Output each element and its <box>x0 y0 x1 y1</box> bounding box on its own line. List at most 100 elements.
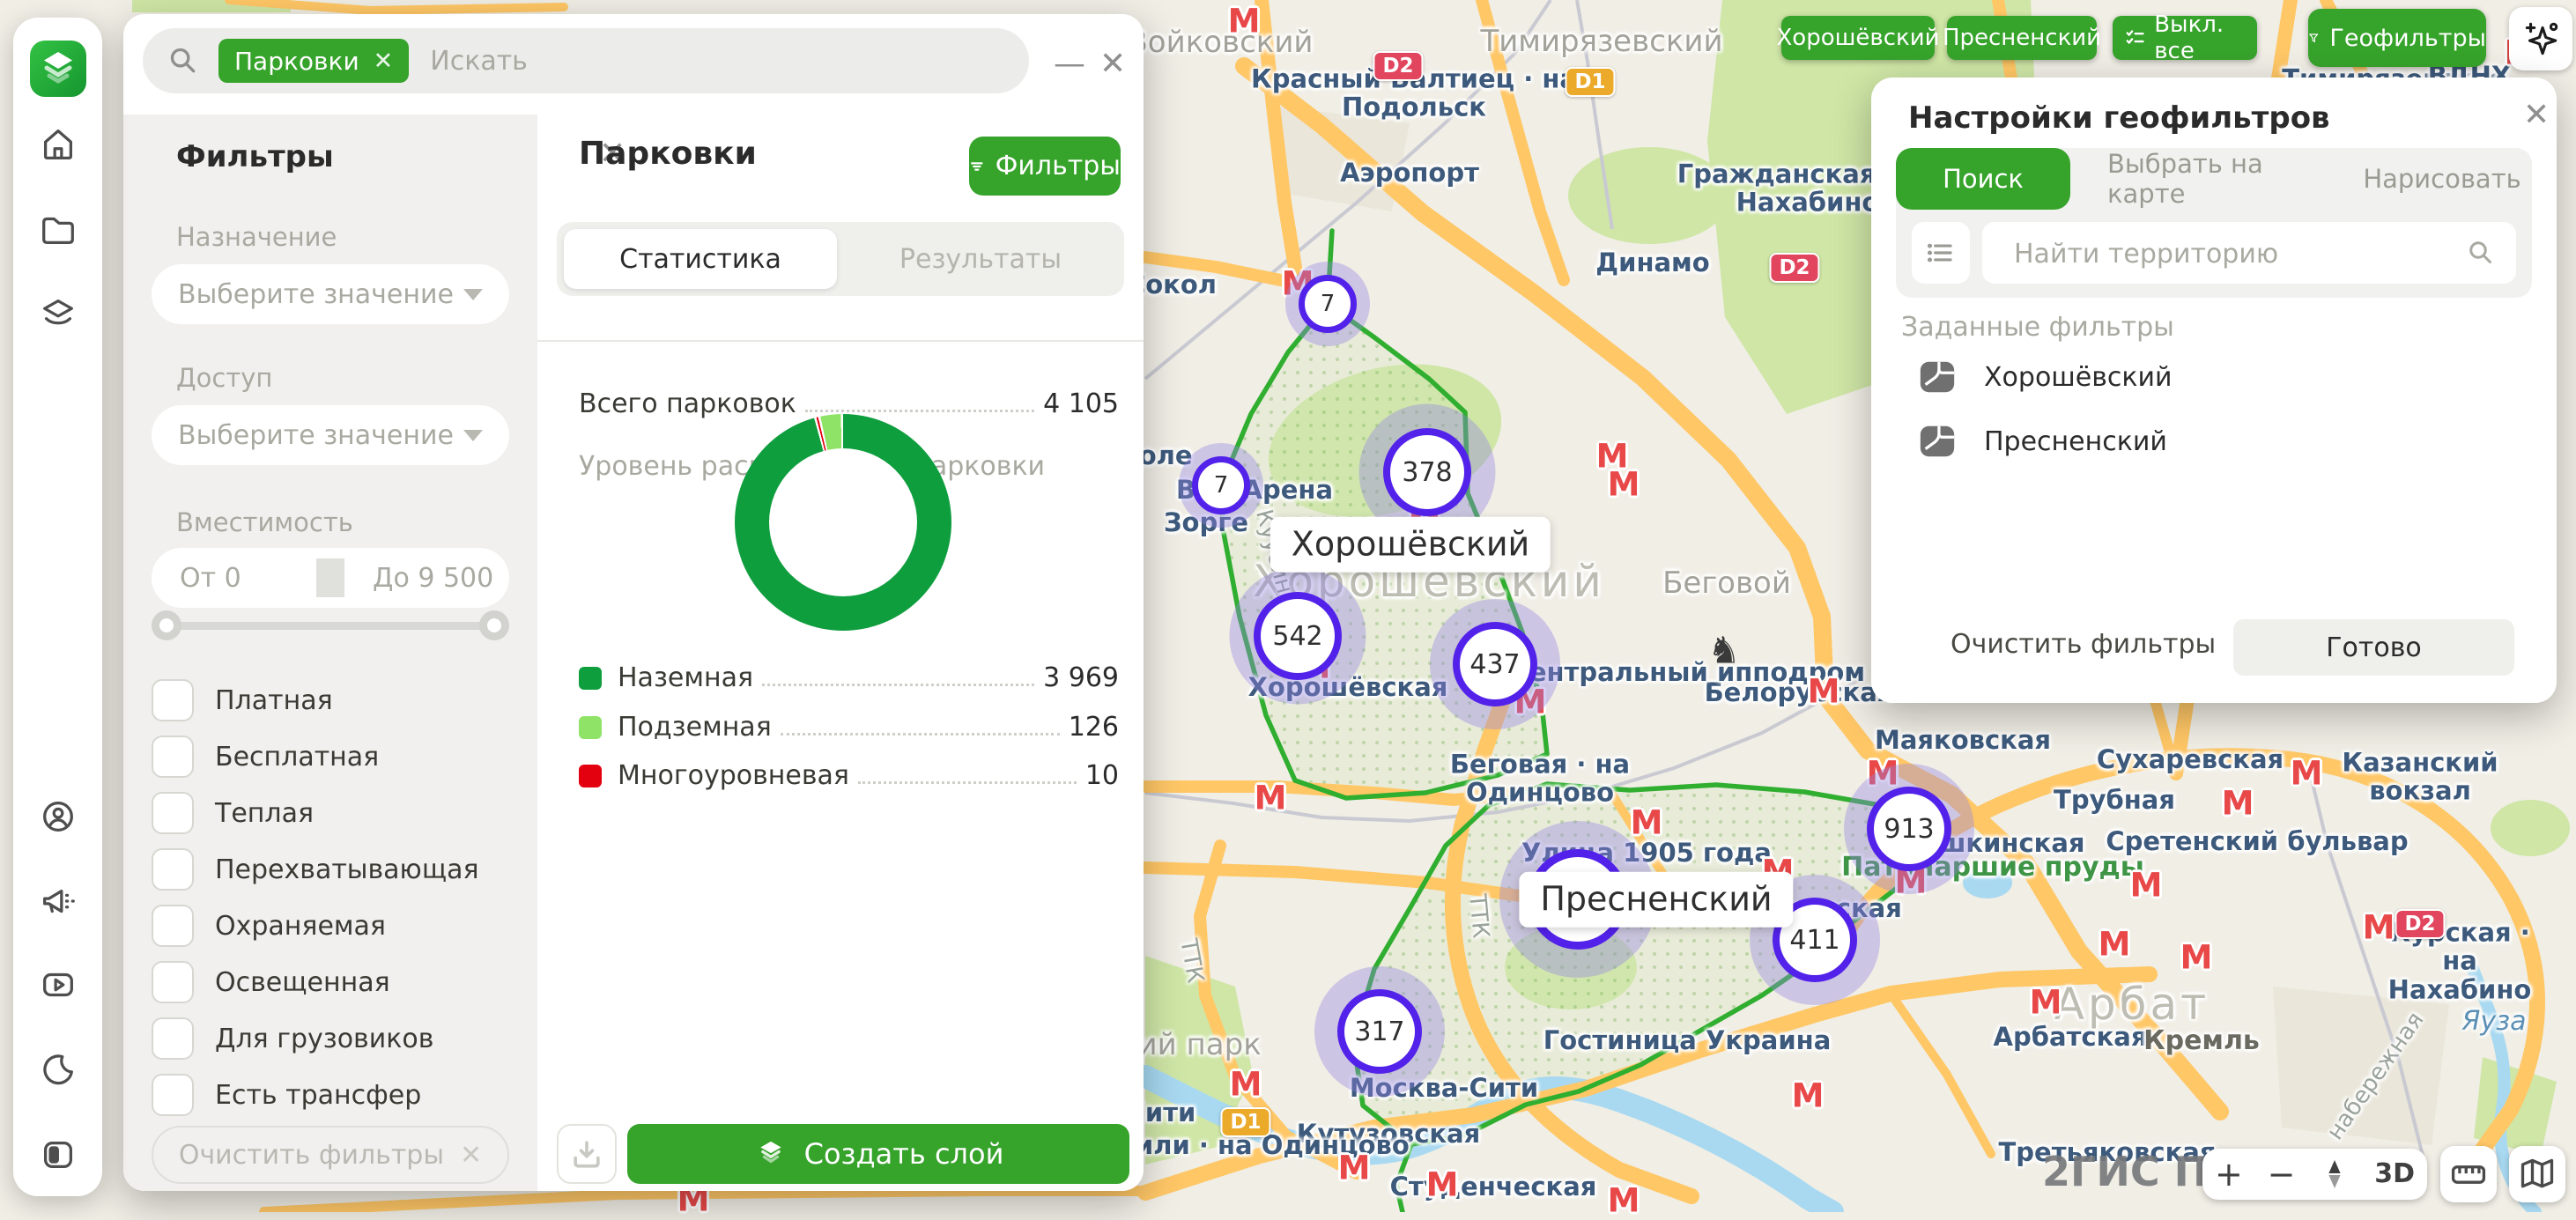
parking-cluster-marker[interactable]: 437 <box>1430 599 1560 729</box>
parking-cluster-marker[interactable] <box>1499 821 1656 978</box>
funnel-icon <box>2309 33 2319 42</box>
mode-3d-button[interactable]: 3D <box>2374 1158 2416 1189</box>
tab-search[interactable]: Поиск <box>1896 148 2070 210</box>
geofilter-chip-presnensky[interactable]: Пресненский <box>1943 16 2101 60</box>
divider <box>537 340 1144 342</box>
parking-cluster-marker[interactable]: 7 <box>1285 262 1370 346</box>
list-icon <box>1927 243 1952 262</box>
compass-button[interactable] <box>2320 1157 2350 1191</box>
cluster-count: 437 <box>1453 622 1537 706</box>
dark-mode-icon[interactable] <box>38 1049 78 1090</box>
geo-clear-filters-button[interactable]: Очистить фильтры <box>1951 629 2217 660</box>
video-tutorials-icon[interactable] <box>38 965 78 1005</box>
filter-lines-icon <box>971 161 983 171</box>
slider-handle-max[interactable] <box>479 610 509 640</box>
slider-handle-min[interactable] <box>152 610 181 640</box>
purpose-select[interactable]: Выберите значение <box>152 264 509 324</box>
territory-search-input[interactable] <box>2012 222 2447 285</box>
search-placeholder: Искать <box>430 45 528 77</box>
checkbox-free[interactable]: Бесплатная <box>152 736 379 778</box>
divider <box>316 558 344 597</box>
tab-draw[interactable]: Нарисовать <box>2363 164 2521 194</box>
capacity-to-input[interactable]: До 9 500 <box>373 562 494 594</box>
sparkle-icon <box>2525 22 2558 55</box>
zoom-in-button[interactable]: + <box>2214 1155 2243 1194</box>
cluster-count: 378 <box>1383 428 1471 516</box>
parking-cluster-marker[interactable]: 7 <box>1179 443 1263 528</box>
close-window-icon[interactable]: ✕ <box>1099 46 1127 82</box>
close-filters-icon[interactable]: ✕ <box>599 136 626 172</box>
parking-cluster-marker[interactable]: 378 <box>1358 403 1496 541</box>
collapse-panel-icon[interactable] <box>38 1135 78 1175</box>
checkbox-guarded[interactable]: Охраняемая <box>152 905 386 947</box>
checkbox-parkandride[interactable]: Перехватывающая <box>152 848 479 891</box>
tab-pick-on-map[interactable]: Выбрать на карте <box>2107 149 2263 209</box>
close-geo-panel-icon[interactable]: ✕ <box>2523 97 2550 133</box>
home-icon[interactable] <box>38 124 78 165</box>
cluster-count: 317 <box>1337 989 1422 1074</box>
ruler-button[interactable] <box>2440 1146 2497 1202</box>
tab-results[interactable]: Результаты <box>899 243 1062 275</box>
access-select[interactable]: Выберите значение <box>152 405 509 465</box>
checkbox-transfer[interactable]: Есть трансфер <box>152 1074 421 1116</box>
toggle-all-button[interactable]: Выкл. все <box>2113 11 2257 64</box>
legend-swatch <box>579 667 602 690</box>
geo-item-presnensky[interactable]: Пресненский <box>1917 421 2167 462</box>
chevron-down-icon <box>463 429 483 441</box>
filters-panel: Фильтры ✕ Назначение Выберите значение Д… <box>123 115 625 1191</box>
capacity-slider[interactable] <box>152 610 509 640</box>
map-control-bar: + − 3D <box>2202 1149 2427 1200</box>
minimize-icon[interactable]: — <box>1054 46 1085 82</box>
clear-icon: ✕ <box>460 1139 483 1171</box>
open-filters-button[interactable]: Фильтры <box>969 137 1121 196</box>
region-icon <box>1920 361 1955 393</box>
capacity-range[interactable]: От 0 До 9 500 <box>152 548 509 608</box>
region-icon <box>1920 425 1955 457</box>
geo-search-group: Поиск Выбрать на карте Нарисовать <box>1896 148 2532 298</box>
ai-effects-button[interactable] <box>2509 7 2572 70</box>
filters-title: Фильтры <box>176 139 334 174</box>
access-select-value: Выберите значение <box>178 419 454 451</box>
legend-row: Многоуровневая 10 <box>579 756 1119 791</box>
geofilters-button[interactable]: Геофильтры <box>2308 9 2486 67</box>
checkbox-paid[interactable]: Платная <box>152 679 333 721</box>
geofilter-chip-khoroshevsky[interactable]: Хорошёвский <box>1776 16 1940 60</box>
clear-filters-button[interactable]: Очистить фильтры ✕ <box>152 1126 509 1184</box>
cluster-count: 7 <box>1192 456 1250 514</box>
checkbox-heated[interactable]: Теплая <box>152 792 314 834</box>
checkbox-lit[interactable]: Освещенная <box>152 961 390 1003</box>
geo-item-khoroshevsky[interactable]: Хорошёвский <box>1917 357 2173 397</box>
search-bar[interactable]: Парковки ✕ Искать <box>143 28 1029 93</box>
app-sidebar <box>13 18 102 1196</box>
territory-search-field[interactable] <box>1982 222 2516 285</box>
parking-cluster-marker[interactable]: 542 <box>1229 567 1366 705</box>
parking-window: Парковки ✕ Искать — ✕ Фильтры ✕ Назначен… <box>123 14 1144 1191</box>
projects-folder-icon[interactable] <box>38 210 78 250</box>
cluster-count: 913 <box>1867 787 1951 871</box>
app-logo[interactable] <box>29 41 86 97</box>
map-style-button[interactable] <box>2509 1146 2565 1202</box>
checkbox-trucks[interactable]: Для грузовиков <box>152 1017 433 1060</box>
search-tag-label: Парковки <box>234 46 359 76</box>
zoom-out-button[interactable]: − <box>2267 1155 2296 1194</box>
download-icon <box>574 1141 600 1168</box>
parking-cluster-marker[interactable]: 411 <box>1750 875 1880 1005</box>
capacity-from-input[interactable]: От 0 <box>180 562 241 594</box>
profile-icon[interactable] <box>38 796 78 837</box>
parking-cluster-marker[interactable]: 317 <box>1314 966 1445 1097</box>
layers-icon[interactable] <box>38 293 78 334</box>
legend-swatch <box>579 765 602 787</box>
territory-list-button[interactable] <box>1912 222 1970 284</box>
search-tag[interactable]: Парковки ✕ <box>218 39 410 83</box>
geo-panel-title: Настройки геофильтров <box>1908 100 2330 136</box>
remove-tag-icon[interactable]: ✕ <box>373 47 394 75</box>
announcements-icon[interactable] <box>38 882 78 922</box>
compass-icon <box>2328 1159 2341 1189</box>
geo-done-button[interactable]: Готово <box>2233 619 2514 676</box>
download-button[interactable] <box>557 1124 617 1184</box>
total-row: Всего парковок 4 105 <box>579 388 1119 419</box>
create-layer-button[interactable]: Создать слой <box>627 1124 1129 1184</box>
tab-statistics[interactable]: Статистика <box>564 229 837 289</box>
parking-cluster-marker[interactable]: 913 <box>1844 764 1974 894</box>
results-panel: Парковки Фильтры Статистика Результаты В… <box>537 115 1144 1191</box>
